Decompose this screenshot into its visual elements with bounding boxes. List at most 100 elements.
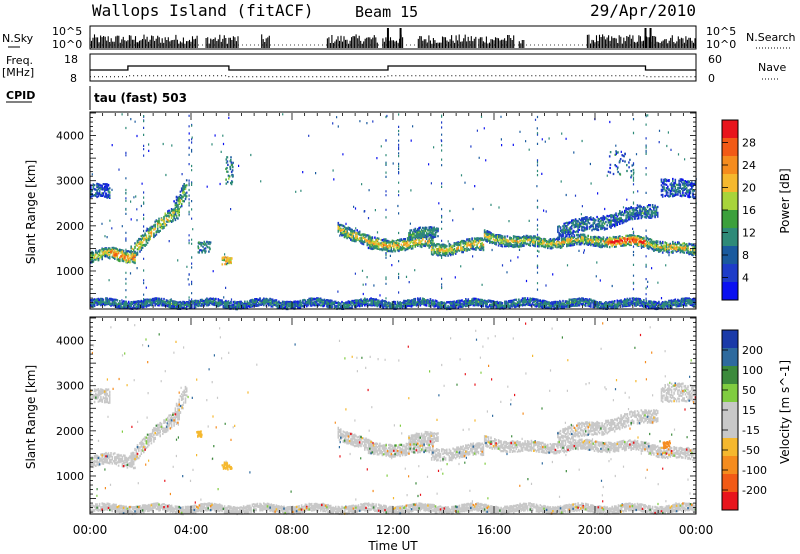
x-tick-5: 20:00	[578, 523, 613, 537]
velocity-yticks: 1000 2000 3000 4000	[56, 335, 84, 483]
velocity-colorbar-tick-2: 50	[742, 384, 756, 397]
x-tick-2: 08:00	[275, 523, 310, 537]
velocity-colorbar-tick-5: -50	[742, 444, 760, 457]
nave-line	[90, 75, 696, 78]
nave-tick-bottom: 0	[708, 72, 715, 85]
x-tick-1: 04:00	[174, 523, 209, 537]
n-search-tick-bottom: 10^0	[706, 38, 736, 51]
power-colorbar-tick-5: 8	[742, 249, 749, 262]
power-colorbar-seg-8	[722, 264, 738, 283]
power-colorbar: 28 24 20 16 12 8 4	[721, 119, 756, 301]
freq-tick-top: 18	[64, 53, 78, 66]
velocity-ytick-1: 2000	[56, 425, 84, 438]
cpid-label: CPID	[6, 89, 35, 102]
nave-label: Nave	[758, 61, 786, 74]
noise-panel: N.Sky 10^5 10^0 10^5 10^0 N.Search	[2, 25, 796, 51]
frequency-line	[90, 65, 696, 71]
cpid-value: tau (fast) 503	[94, 91, 187, 105]
velocity-colorbar-seg-5	[722, 420, 738, 439]
power-scatter-5	[90, 113, 697, 311]
noise-frame	[89, 25, 697, 50]
x-tick-0: 00:00	[73, 523, 108, 537]
power-colorbar-tick-3: 16	[742, 204, 756, 217]
power-colorbar-tick-6: 4	[742, 272, 749, 285]
velocity-colorbar-frame	[721, 329, 739, 511]
power-ytick-2: 3000	[56, 175, 84, 188]
velocity-scatter-4	[101, 322, 697, 515]
velocity-ytick-3: 4000	[56, 335, 84, 348]
n-search-label: N.Search	[746, 31, 796, 44]
velocity-colorbar-tick-1: 100	[742, 364, 763, 377]
power-colorbar-seg-3	[722, 174, 738, 193]
beam-title: Beam 15	[355, 3, 418, 21]
power-colorbar-seg-2	[722, 156, 738, 175]
freq-tick-bottom: 8	[70, 72, 77, 85]
x-tick-6: 00:00	[679, 523, 714, 537]
velocity-minor-ticks	[89, 317, 697, 513]
velocity-ytick-2: 3000	[56, 380, 84, 393]
velocity-data	[90, 320, 697, 516]
power-colorbar-seg-4	[722, 192, 738, 211]
velocity-colorbar-tick-7: -200	[742, 484, 767, 497]
x-tick-3: 12:00	[376, 523, 411, 537]
velocity-scatter-0	[90, 320, 697, 516]
n-sky-label: N.Sky	[2, 32, 34, 45]
power-colorbar-tick-4: 12	[742, 227, 756, 240]
velocity-colorbar-seg-4	[722, 402, 738, 421]
power-colorbar-seg-9	[722, 282, 738, 301]
velocity-colorbar-tick-6: -100	[742, 464, 767, 477]
power-colorbar-label: Power [dB]	[778, 168, 792, 233]
velocity-scatter-3	[90, 340, 678, 515]
power-scatter-1	[90, 153, 697, 309]
velocity-ytick-0: 1000	[56, 470, 84, 483]
x-axis-label: Time UT	[367, 539, 418, 553]
n-sky-tick-top: 10^5	[52, 25, 82, 38]
power-minor-ticks	[89, 112, 697, 308]
power-scatter-3	[90, 116, 697, 311]
power-colorbar-seg-6	[722, 228, 738, 247]
power-frame	[89, 111, 697, 310]
velocity-colorbar: 200 100 50 15 -15 -50 -100 -200	[721, 329, 767, 511]
power-scatter-4	[91, 114, 697, 311]
frequency-frame	[89, 53, 697, 82]
power-colorbar-seg-1	[722, 138, 738, 157]
velocity-colorbar-seg-9	[722, 492, 738, 511]
power-data	[90, 113, 697, 311]
power-colorbar-seg-5	[722, 210, 738, 229]
date-title: 29/Apr/2010	[590, 1, 696, 20]
velocity-panel: Slant Range [km] 1000 2000 3000 4000 200 100…	[24, 316, 792, 553]
frequency-panel: Freq. [MHz] 18 8 60 0 Nave	[2, 53, 786, 85]
x-tick-4: 16:00	[477, 523, 512, 537]
velocity-colorbar-seg-6	[722, 438, 738, 457]
velocity-colorbar-tick-0: 200	[742, 344, 763, 357]
velocity-colorbar-seg-0	[722, 330, 738, 349]
power-scatter-0	[90, 115, 697, 311]
noise-bars	[89, 28, 696, 48]
velocity-colorbar-seg-7	[722, 456, 738, 475]
velocity-colorbar-tick-4: -15	[742, 424, 760, 437]
power-ylabel: Slant Range [km]	[24, 160, 38, 264]
power-ytick-3: 4000	[56, 130, 84, 143]
power-yticks: 1000 2000 3000 4000	[56, 130, 84, 278]
velocity-colorbar-seg-8	[722, 474, 738, 493]
power-colorbar-seg-7	[722, 246, 738, 265]
power-panel: Slant Range [km] 1000 2000 3000 4000 28 24 20…	[24, 111, 792, 311]
power-ytick-0: 1000	[56, 265, 84, 278]
noise-sky-bars	[89, 34, 696, 48]
station-title: Wallops Island (fitACF)	[92, 1, 314, 20]
freq-label: Freq.	[6, 54, 33, 67]
power-scatter-9	[610, 237, 645, 244]
power-colorbar-tick-1: 24	[742, 159, 756, 172]
n-search-tick-top: 10^5	[706, 25, 736, 38]
velocity-colorbar-seg-2	[722, 366, 738, 385]
nave-tick-top: 60	[708, 53, 722, 66]
power-ytick-1: 2000	[56, 220, 84, 233]
power-colorbar-seg-0	[722, 120, 738, 139]
velocity-scatter-6	[91, 322, 695, 515]
freq-unit: [MHz]	[2, 66, 34, 79]
power-colorbar-tick-2: 20	[742, 182, 756, 195]
freq-lines	[90, 65, 696, 78]
velocity-colorbar-label: Velocity [m s^-1]	[778, 360, 792, 464]
power-colorbar-tick-0: 28	[742, 137, 756, 150]
